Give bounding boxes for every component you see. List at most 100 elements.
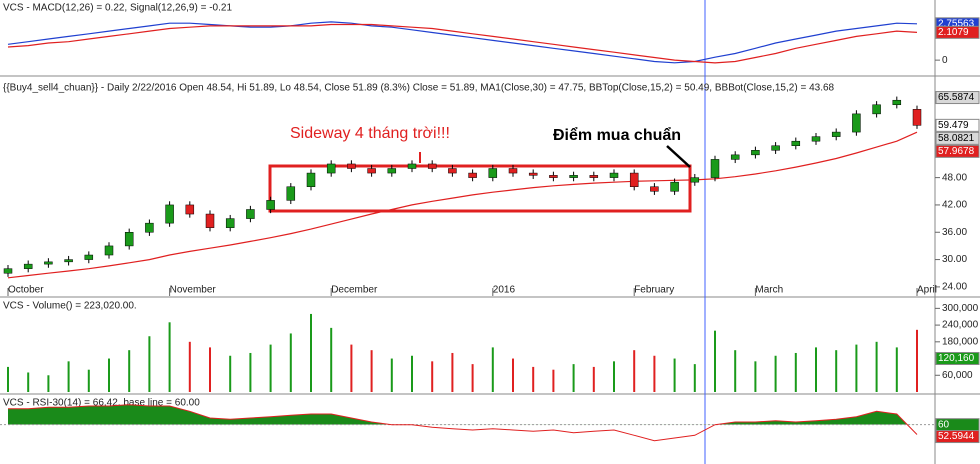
volume-bar [411,355,413,392]
candle-body [549,175,558,178]
volume-bar [229,355,232,392]
candle-body [387,168,397,174]
candle-body [650,186,659,192]
volume-bar [754,361,757,392]
x-tick-label: December [331,285,378,296]
candle-body [23,263,33,269]
volume-bar [714,330,716,392]
candle-body [64,259,73,263]
volume-bar [350,344,353,392]
candle-body [488,168,498,178]
candle-body [670,181,679,192]
volume-bar [532,366,535,392]
candle-body [710,159,720,178]
volume-bar [673,358,676,392]
volume-bar [471,364,474,392]
volume-bar [87,369,90,392]
volume-bar [431,361,434,392]
volume-bar [209,347,211,392]
candle-body [912,109,922,126]
value-box-label: 58.0821 [938,133,975,144]
candle-body [185,204,195,215]
y-tick-label: 60,000 [942,370,973,381]
candle-body [771,145,780,151]
x-tick-label: November [170,285,217,296]
macd-line [7,21,918,64]
x-tick-label: April [917,285,937,296]
y-tick-label: 300,000 [942,303,979,314]
candle-body [367,168,376,174]
candle-body [246,209,255,219]
volume-bar [815,347,817,392]
candle-body [751,150,760,156]
value-box-label: 120,160 [938,353,975,364]
annotation-arrow [666,145,691,168]
candle-body [811,136,821,142]
candle-body [104,245,114,256]
value-box [935,352,980,366]
x-tick-label: October [8,285,44,296]
annotation: Điểm mua chuẩn [553,126,681,144]
y-tick-label: 240,000 [942,320,979,331]
value-box-label: 60 [938,419,950,430]
volume-bar [370,350,373,392]
volume-bar [653,355,656,392]
y-tick-label: 30.00 [942,254,967,265]
volume-bar [249,352,252,392]
volume-bar [188,341,191,392]
x-tick-label: March [755,285,783,296]
candle-body [225,218,235,228]
volume-bar [835,350,838,392]
y-tick-label: 24.00 [942,282,967,293]
value-box [935,91,980,105]
rsi-area [8,404,908,425]
value-box-label: 2.75563 [938,18,975,29]
panel-title: {{Buy4_sell4_chuan}} - Daily 2/22/2016 O… [3,83,835,94]
value-box [935,118,980,132]
volume-bar [390,358,393,392]
volume-bar [552,369,555,392]
y-tick-label: 36.00 [942,227,967,238]
value-box [935,131,980,145]
volume-bar [734,350,737,392]
candle-body [852,113,861,133]
volume-bar [269,344,272,392]
value-box-label: 65.5874 [938,92,975,103]
candle-body [831,131,841,137]
value-box-label: 52.5944 [938,431,975,442]
value-box [935,144,980,158]
volume-bar [875,341,878,392]
volume-bar [310,313,312,392]
value-box-label: 57.9678 [938,146,975,157]
candle-body [791,140,801,146]
candle-body [569,175,578,178]
candle-body [730,154,740,160]
y-tick-label: 180,000 [942,336,979,347]
volume-bar [693,364,696,392]
volume-bar [855,344,858,392]
volume-bar [148,336,151,392]
candle-body [124,232,134,247]
candle-body [44,261,53,265]
candle-body [589,175,599,178]
panel-title: VCS - Volume() = 223,020.00. [3,301,137,312]
candle-body [205,213,215,228]
volume-bar [289,333,292,392]
volume-bar [108,358,110,392]
value-box-label: 59.479 [938,120,969,131]
volume-bar [47,375,50,392]
macd-line [7,23,918,64]
candle-body [690,177,700,183]
value-box [935,430,980,444]
volume-bar [592,366,595,392]
volume-bar [613,361,615,392]
candle-body [609,172,619,178]
candle-body [326,163,336,174]
volume-bar [774,355,777,392]
candle-body [165,204,174,224]
volume-bar [512,358,514,392]
candle-body [468,172,477,178]
x-tick-label: February [634,285,674,296]
candle-body [286,186,296,201]
